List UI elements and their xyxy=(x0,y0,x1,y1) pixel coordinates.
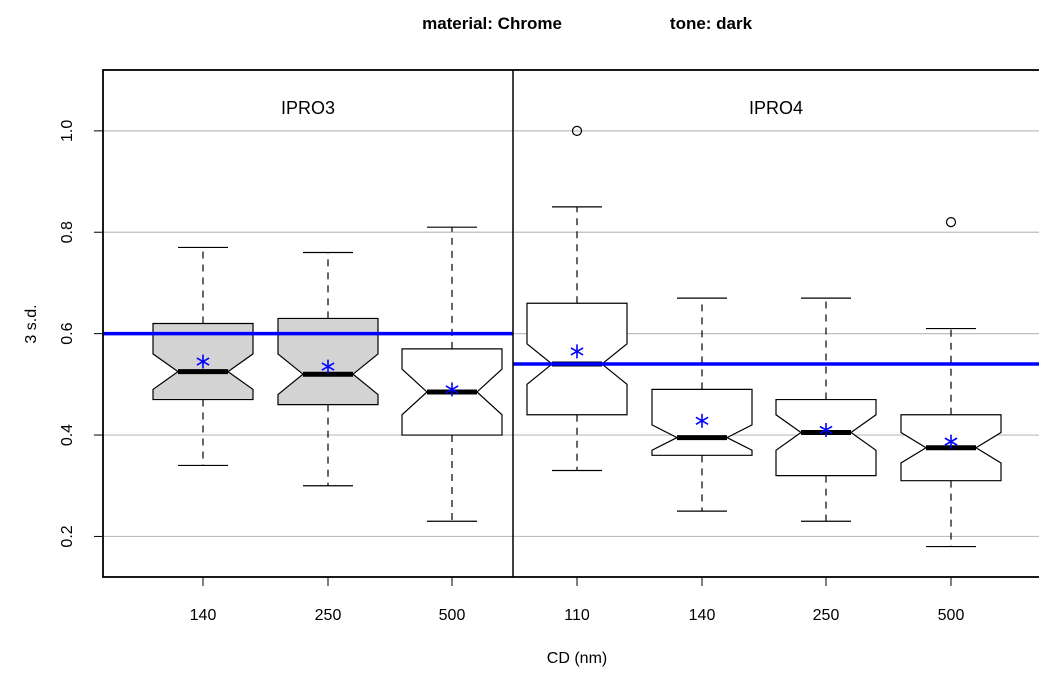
mean-marker-stroke xyxy=(570,347,584,356)
mean-marker-stroke xyxy=(321,362,335,371)
outlier-point xyxy=(945,217,957,228)
y-tick-label: 0.4 xyxy=(59,424,76,446)
x-tick-label: 500 xyxy=(439,607,466,624)
x-tick-label: 140 xyxy=(190,607,217,624)
x-axis-label: CD (nm) xyxy=(547,650,607,667)
y-tick-label: 0.2 xyxy=(59,525,76,547)
plot-frame xyxy=(102,69,1039,578)
x-tick-label: 500 xyxy=(938,607,965,624)
mean-marker-stroke xyxy=(944,437,958,446)
y-tick-label: 0.6 xyxy=(59,322,76,344)
y-axis-label: 3 s.d. xyxy=(23,304,40,343)
y-tick-label: 0.8 xyxy=(59,221,76,243)
chart-title-material: material: Chrome xyxy=(422,14,562,33)
panel-label: IPRO4 xyxy=(749,98,803,118)
mean-marker-stroke xyxy=(819,425,833,435)
x-tick-label: 140 xyxy=(689,607,716,624)
panel-label: IPRO3 xyxy=(281,98,335,118)
plot-area: 0.2 0.4 0.6 0.8 1.0 IPRO3 140 250 500 IPRO4 110 140… xyxy=(59,69,1039,624)
x-tick-label: 250 xyxy=(813,607,840,624)
outlier-point xyxy=(571,125,583,136)
mean-marker-stroke xyxy=(695,416,709,426)
x-tick-label: 250 xyxy=(315,607,342,624)
box xyxy=(526,302,628,416)
chart-title-tone: tone: dark xyxy=(670,14,753,33)
mean-marker-stroke xyxy=(196,357,210,366)
y-tick-label: 1.0 xyxy=(59,120,76,142)
mean-marker-stroke xyxy=(445,385,459,394)
box xyxy=(775,398,877,477)
x-tick-label: 110 xyxy=(564,607,590,624)
